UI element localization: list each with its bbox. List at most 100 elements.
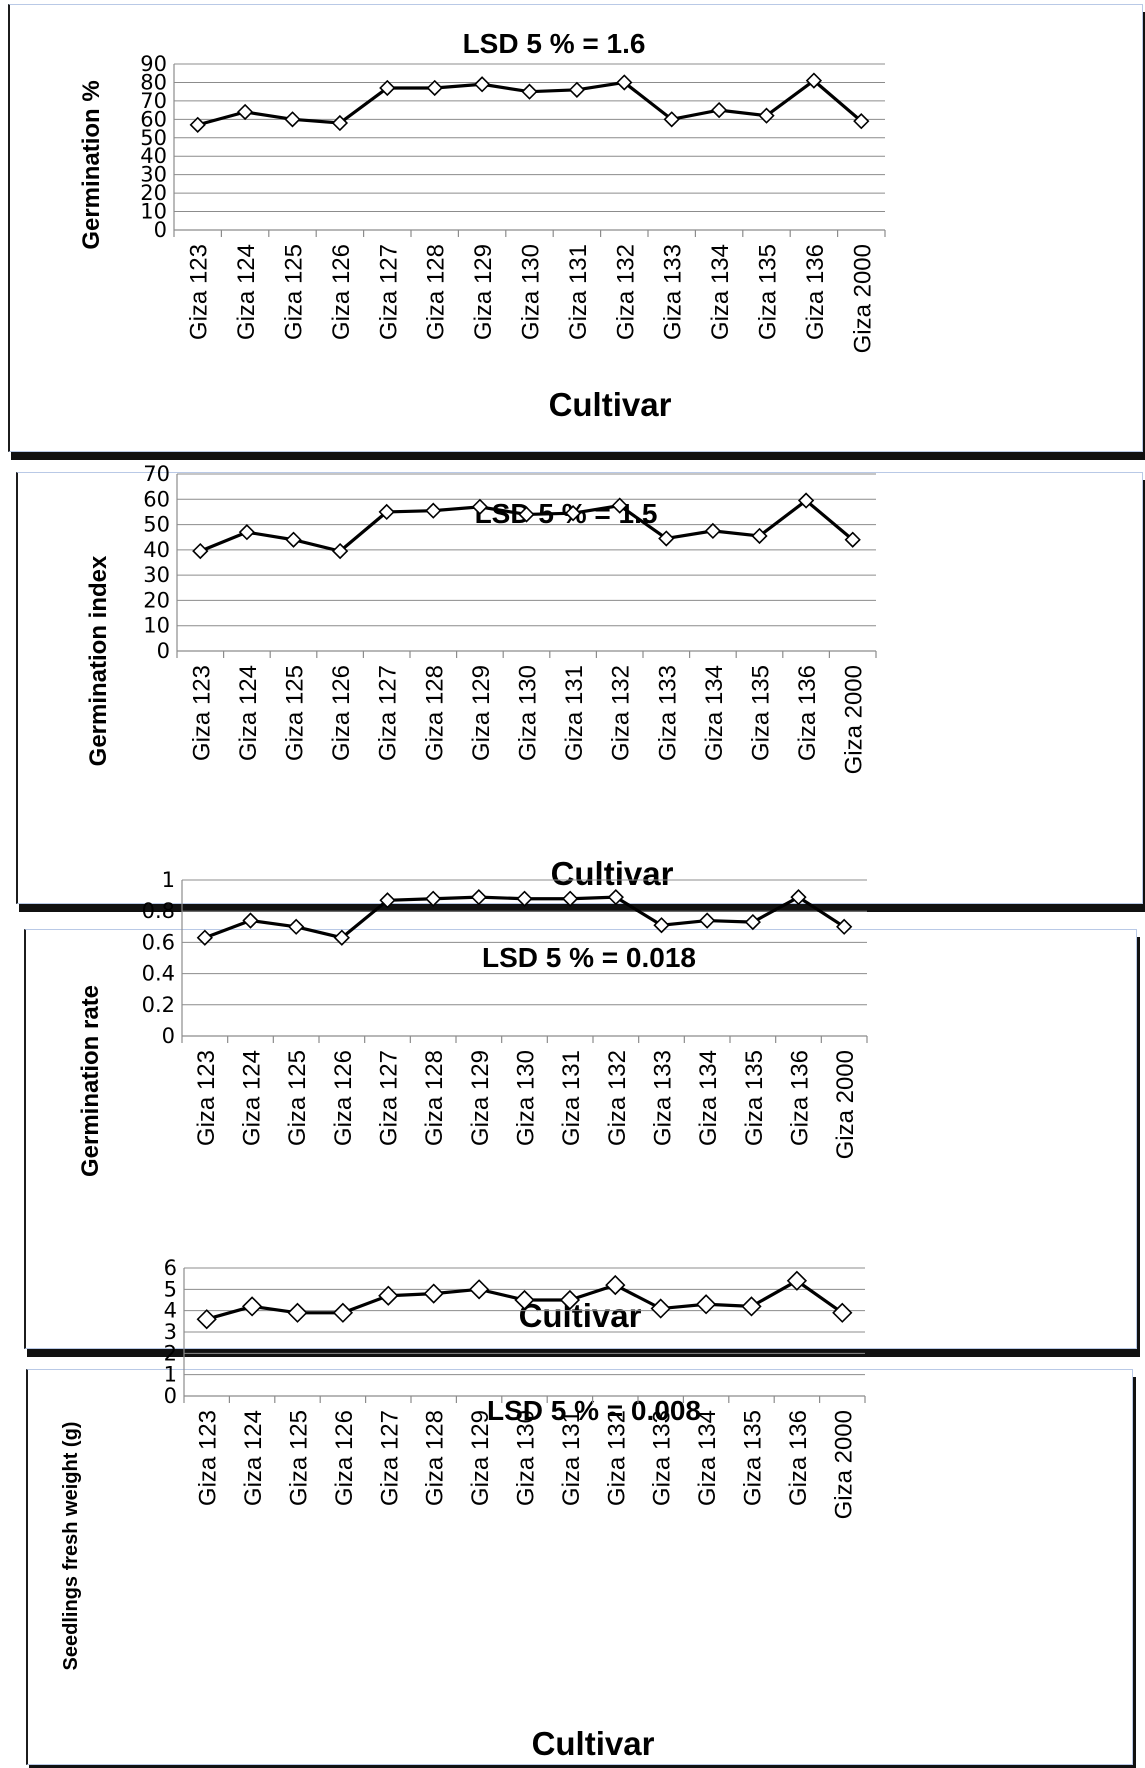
data-point bbox=[790, 889, 807, 906]
y-tick-label: 70 bbox=[140, 89, 167, 113]
x-tick-label: Giza 125 bbox=[286, 1410, 313, 1506]
chart-panel-germination-percent: LSD 5 % = 1.6 Cultivar Germination % 0 10… bbox=[8, 4, 1143, 452]
y-tick-label: 3 bbox=[164, 1320, 177, 1344]
x-tick-label: Giza 127 bbox=[375, 244, 402, 340]
data-point bbox=[425, 502, 442, 519]
data-point bbox=[844, 531, 861, 548]
data-point bbox=[514, 1289, 535, 1311]
data-point bbox=[695, 1294, 717, 1315]
x-tick-label: Giza 123 bbox=[188, 665, 215, 761]
x-tick-label: Giza 131 bbox=[565, 244, 592, 340]
data-point bbox=[192, 542, 209, 560]
y-axis-label: Seedlings fresh weight (g) bbox=[60, 1422, 82, 1671]
x-tick-label: Giza 123 bbox=[195, 1410, 222, 1506]
data-point bbox=[331, 542, 349, 560]
x-tick-label: Giza 126 bbox=[328, 665, 355, 761]
data-point bbox=[423, 1283, 444, 1304]
data-point bbox=[332, 1302, 354, 1323]
chart-panel-germination-index: LSD 5 % = 1.5 Cultivar Germination index… bbox=[16, 462, 1143, 904]
data-point bbox=[853, 113, 870, 130]
data-point bbox=[559, 1289, 581, 1311]
data-point bbox=[285, 531, 302, 548]
x-tick-label: Giza 124 bbox=[235, 665, 262, 761]
data-point bbox=[236, 103, 254, 121]
data-point bbox=[331, 114, 349, 132]
y-tick-label: 5 bbox=[164, 1277, 177, 1301]
chart-panel-germination-rate: LSD 5 % = 0.018 Cultivar Germination rat… bbox=[24, 868, 1137, 1349]
y-tick-label: 2 bbox=[164, 1341, 177, 1365]
x-tick-label: Giza 128 bbox=[423, 244, 450, 340]
data-point bbox=[242, 912, 259, 929]
data-point bbox=[758, 107, 775, 124]
chart-panel-seedlings-fresh-weight: LSD 5 % = 0.008 Cultivar Seedlings fresh… bbox=[26, 1256, 1133, 1765]
data-point bbox=[741, 1296, 762, 1317]
x-tick-label: Giza 2000 bbox=[830, 1410, 857, 1519]
y-tick-label: 0.4 bbox=[142, 962, 175, 986]
x-tick-label: Giza 133 bbox=[649, 1410, 676, 1506]
x-tick-label: Giza 129 bbox=[468, 665, 495, 761]
y-tick-label: 90 bbox=[140, 52, 167, 76]
x-tick-label: Giza 127 bbox=[376, 1410, 403, 1506]
y-tick-label: 50 bbox=[143, 513, 170, 537]
y-tick-label: 0 bbox=[164, 1384, 177, 1408]
y-axis-label: Germination rate bbox=[77, 985, 104, 1177]
data-point bbox=[196, 929, 213, 946]
data-point bbox=[521, 83, 538, 100]
x-tick-label: Giza 128 bbox=[421, 665, 448, 761]
y-tick-label: 30 bbox=[143, 563, 170, 587]
x-tick-label: Giza 128 bbox=[421, 1050, 448, 1146]
x-axis-label: Cultivar bbox=[551, 855, 674, 892]
x-tick-label: Giza 136 bbox=[802, 244, 829, 340]
x-tick-label: Giza 124 bbox=[239, 1050, 266, 1146]
x-tick-label: Giza 131 bbox=[558, 1410, 585, 1506]
y-tick-label: 6 bbox=[164, 1256, 177, 1280]
x-tick-label: Giza 125 bbox=[281, 244, 308, 340]
x-tick-label: Giza 134 bbox=[694, 1410, 721, 1506]
y-tick-label: 20 bbox=[140, 181, 167, 205]
data-point bbox=[379, 79, 396, 97]
y-tick-label: 50 bbox=[140, 126, 167, 150]
chart-title: LSD 5 % = 0.018 bbox=[482, 942, 696, 973]
data-point bbox=[562, 890, 579, 907]
x-tick-label: Giza 130 bbox=[513, 1410, 540, 1506]
x-tick-label: Giza 126 bbox=[330, 1050, 357, 1146]
data-point bbox=[333, 929, 350, 946]
data-point bbox=[379, 892, 396, 909]
x-tick-label: Giza 129 bbox=[467, 1410, 494, 1506]
data-point bbox=[288, 918, 305, 935]
y-tick-label: 70 bbox=[143, 462, 170, 486]
x-tick-label: Giza 132 bbox=[603, 1410, 630, 1506]
y-tick-label: 40 bbox=[143, 538, 170, 562]
y-tick-label: 0.2 bbox=[142, 993, 175, 1017]
x-tick-label: Giza 128 bbox=[422, 1410, 449, 1506]
x-tick-label: Giza 130 bbox=[518, 244, 545, 340]
x-tick-label: Giza 131 bbox=[558, 1050, 585, 1146]
x-tick-label: Giza 135 bbox=[741, 1050, 768, 1146]
x-tick-label: Giza 126 bbox=[328, 244, 355, 340]
x-tick-label: Giza 135 bbox=[748, 665, 775, 761]
y-tick-label: 60 bbox=[143, 487, 170, 511]
chart-germination-rate: LSD 5 % = 0.018 Cultivar Germination rat… bbox=[77, 868, 868, 1334]
y-tick-label: 10 bbox=[143, 614, 170, 638]
x-tick-label: Giza 136 bbox=[794, 665, 821, 761]
data-point bbox=[605, 1274, 626, 1296]
chart-germination-index: LSD 5 % = 1.5 Cultivar Germination index… bbox=[85, 462, 877, 892]
data-point bbox=[189, 116, 206, 133]
data-point bbox=[786, 1270, 808, 1291]
data-point bbox=[611, 497, 628, 514]
data-point bbox=[832, 1302, 853, 1323]
x-tick-label: Giza 132 bbox=[608, 665, 635, 761]
x-tick-label: Giza 2000 bbox=[841, 665, 868, 774]
x-tick-label: Giza 136 bbox=[785, 1410, 812, 1506]
data-point bbox=[751, 527, 768, 545]
x-tick-label: Giza 129 bbox=[470, 244, 497, 340]
x-tick-label: Giza 125 bbox=[284, 1050, 311, 1146]
x-tick-label: Giza 129 bbox=[467, 1050, 494, 1146]
x-tick-label: Giza 133 bbox=[654, 665, 681, 761]
x-tick-label: Giza 135 bbox=[755, 244, 782, 340]
data-point bbox=[516, 890, 533, 907]
data-point bbox=[287, 1302, 308, 1323]
x-axis-label: Cultivar bbox=[519, 1297, 642, 1334]
data-point bbox=[658, 530, 675, 547]
data-point bbox=[564, 505, 582, 522]
